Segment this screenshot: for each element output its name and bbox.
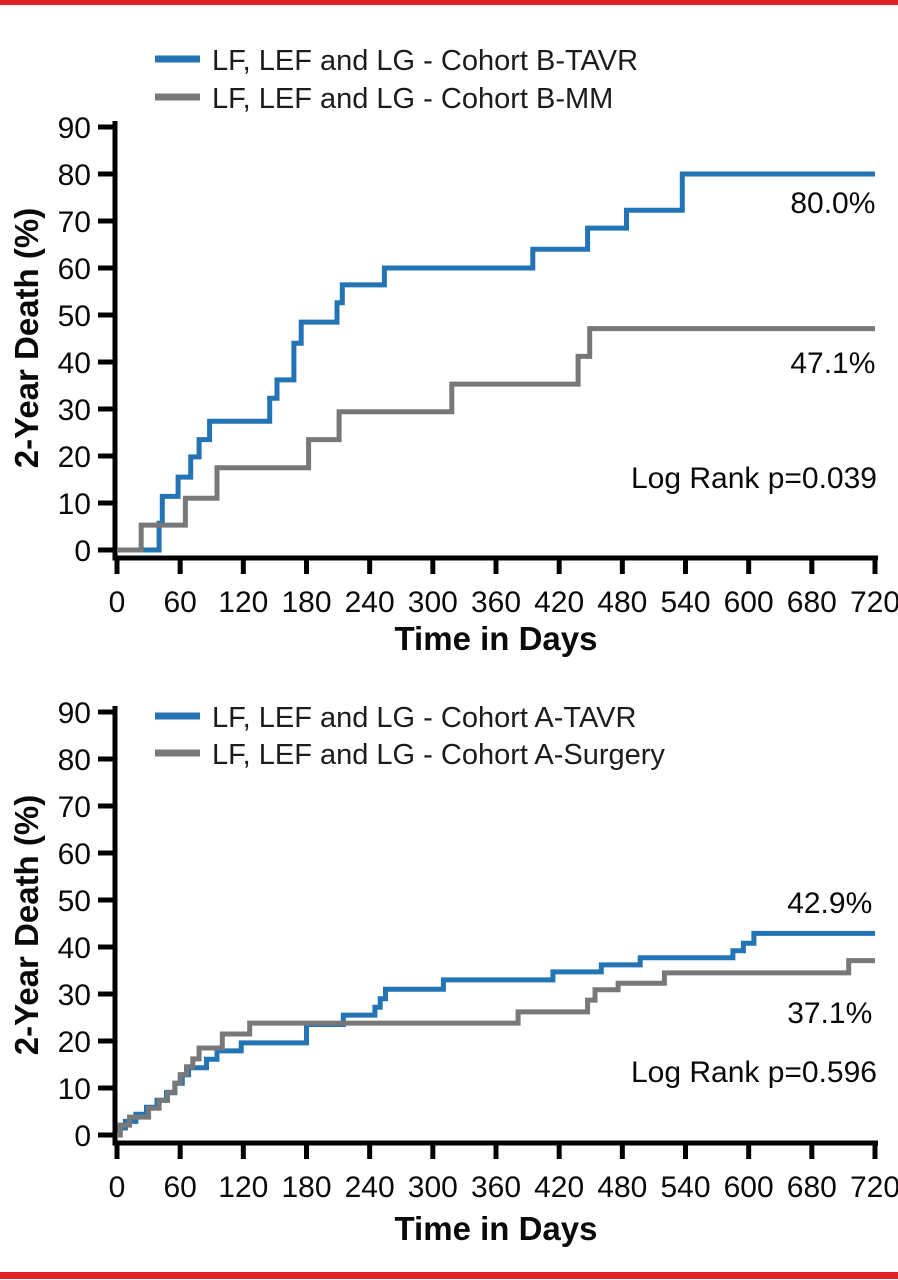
y-tick-label: 20	[58, 1026, 91, 1059]
x-tick-label: 360	[471, 1171, 521, 1204]
x-tick-label: 300	[408, 1171, 458, 1204]
x-tick-label: 420	[534, 1171, 584, 1204]
y-tick-label: 40	[58, 932, 91, 965]
y-tick-label: 30	[58, 394, 91, 427]
x-tick-label: 680	[787, 586, 837, 619]
y-tick-label: 10	[58, 1073, 91, 1106]
x-tick-label: 120	[218, 1171, 268, 1204]
x-tick-label: 360	[471, 586, 521, 619]
x-tick-label: 60	[163, 586, 196, 619]
y-tick-label: 30	[58, 979, 91, 1012]
x-tick-label: 540	[660, 586, 710, 619]
x-axis-title-bottom: Time in Days	[395, 1210, 598, 1247]
legend-label-b-mm: LF, LEF and LG - Cohort B-MM	[212, 83, 613, 115]
y-tick-label: 0	[74, 1120, 91, 1153]
y-axis-title-top: 2-Year Death (%)	[8, 208, 45, 468]
bottom-red-rule	[0, 1272, 898, 1279]
y-tick-label: 40	[58, 347, 91, 380]
x-tick-label: 240	[345, 1171, 395, 1204]
logrank-label-top: Log Rank p=0.039	[631, 462, 877, 495]
km-plot-cohort-a: LF, LEF and LG - Cohort A-TAVR LF, LEF a…	[8, 697, 898, 1247]
logrank-label-bottom: Log Rank p=0.596	[631, 1056, 877, 1089]
x-tick-label: 680	[787, 1171, 837, 1204]
x-axis-title-top: Time in Days	[395, 620, 598, 657]
x-tick-label: 300	[408, 586, 458, 619]
y-axis-title-bottom: 2-Year Death (%)	[8, 795, 45, 1055]
y-tick-label: 70	[58, 791, 91, 824]
y-tick-label: 60	[58, 253, 91, 286]
y-tick-label: 60	[58, 838, 91, 871]
x-tick-label: 120	[218, 586, 268, 619]
y-tick-label: 70	[58, 206, 91, 239]
x-tick-label: 600	[724, 586, 774, 619]
y-tick-label: 50	[58, 300, 91, 333]
x-tick-label: 180	[281, 586, 331, 619]
legend-label-b-tavr: LF, LEF and LG - Cohort B-TAVR	[212, 45, 638, 77]
axis-spine	[112, 706, 878, 1146]
x-tick-label: 600	[724, 1171, 774, 1204]
x-tick-label: 480	[597, 1171, 647, 1204]
series-line-lf-lef-and-lg-cohort-b-tavr	[117, 171, 875, 553]
km-plot-cohort-b: LF, LEF and LG - Cohort B-TAVR LF, LEF a…	[8, 45, 898, 657]
y-tick-label: 10	[58, 488, 91, 521]
x-tick-label: 720	[850, 1171, 898, 1204]
endpoint-label-b-mm: 47.1%	[790, 347, 875, 380]
y-tick-label: 90	[58, 697, 91, 730]
x-tick-label: 180	[281, 1171, 331, 1204]
axis-spine	[112, 121, 878, 561]
endpoint-label-b-tavr: 80.0%	[790, 187, 875, 220]
x-tick-label: 480	[597, 586, 647, 619]
y-tick-label: 50	[58, 885, 91, 918]
x-tick-label: 240	[345, 586, 395, 619]
y-tick-label: 80	[58, 159, 91, 192]
endpoint-label-a-surgery: 37.1%	[787, 997, 872, 1030]
x-tick-label: 0	[109, 586, 126, 619]
legend-label-a-tavr: LF, LEF and LG - Cohort A-TAVR	[212, 702, 636, 734]
x-tick-label: 720	[850, 586, 898, 619]
endpoint-label-a-tavr: 42.9%	[787, 887, 872, 920]
y-tick-label: 0	[74, 535, 91, 568]
x-tick-label: 60	[163, 1171, 196, 1204]
x-tick-label: 0	[109, 1171, 126, 1204]
series-line-lf-lef-and-lg-cohort-b-mm	[117, 326, 875, 553]
x-tick-label: 540	[660, 1171, 710, 1204]
x-tick-label: 420	[534, 586, 584, 619]
y-tick-label: 90	[58, 112, 91, 145]
y-tick-label: 80	[58, 744, 91, 777]
y-tick-label: 20	[58, 441, 91, 474]
series-line-lf-lef-and-lg-cohort-a-surgery	[117, 958, 875, 1138]
top-red-rule	[0, 0, 898, 5]
legend-label-a-surgery: LF, LEF and LG - Cohort A-Surgery	[212, 739, 665, 771]
